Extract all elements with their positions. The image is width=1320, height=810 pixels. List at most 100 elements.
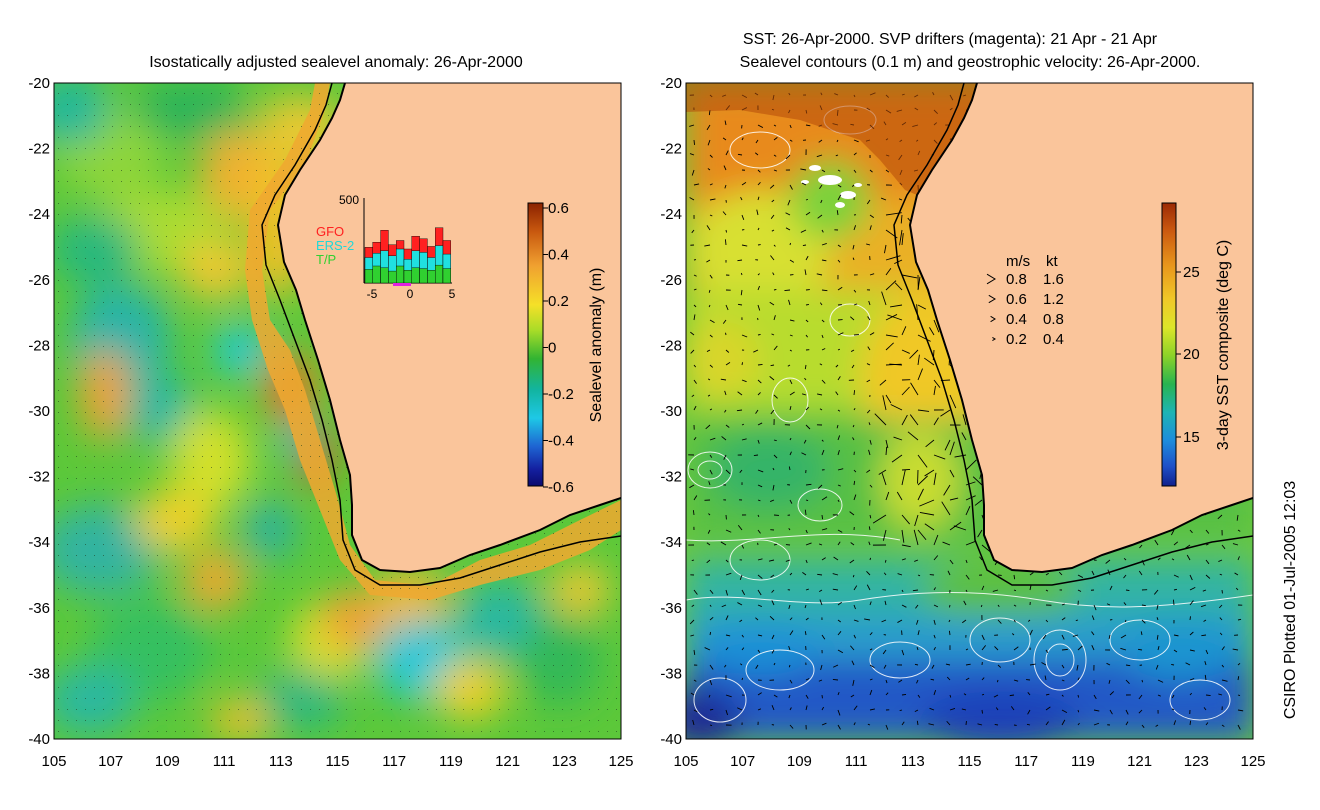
velocity-vector [1221, 679, 1228, 682]
velocity-vector [933, 555, 939, 561]
lat-tick-label: -40 [660, 731, 682, 748]
lat-tick-label: -36 [660, 600, 682, 617]
velocity-vector [933, 534, 939, 546]
velocity-vector [787, 364, 791, 367]
colorbar-tick-label: 0.4 [548, 247, 569, 264]
inset-bar-tp [372, 265, 381, 284]
velocity-vector [1234, 572, 1239, 576]
velocity-vector [832, 678, 839, 681]
velocity-vector [917, 454, 928, 468]
velocity-vector [869, 664, 875, 668]
velocity-vector [705, 424, 711, 430]
velocity-vector [805, 529, 808, 534]
velocity-vector [805, 617, 809, 621]
velocity-vector [1155, 664, 1159, 670]
velocity-vector [1217, 514, 1223, 520]
velocity-vector [916, 720, 919, 726]
lon-tick-label: 123 [1184, 753, 1209, 770]
velocity-vector [709, 724, 713, 726]
velocity-vector [897, 619, 903, 623]
velocity-vector [693, 139, 695, 145]
left-map-panel [54, 83, 621, 739]
velocity-vector [757, 196, 760, 201]
velocity-vector [835, 391, 839, 396]
velocity-vector [887, 314, 903, 321]
velocity-vector [885, 255, 901, 261]
velocity-vector [773, 662, 776, 666]
velocity-vector [706, 559, 711, 564]
velocity-vector [912, 589, 919, 592]
velocity-vector [933, 319, 940, 333]
velocity-vector [917, 409, 930, 412]
velocity-vector [928, 723, 935, 726]
velocity-vector [917, 368, 923, 381]
lon-tick-label: 111 [845, 753, 868, 770]
velocity-vector [1218, 604, 1223, 609]
velocity-vector [737, 153, 743, 156]
velocity-vector [1045, 619, 1049, 623]
velocity-vector [1200, 604, 1207, 608]
velocity-vector [737, 525, 743, 531]
velocity-vector [709, 631, 712, 636]
velocity-vector [1013, 646, 1019, 651]
velocity-vector [917, 488, 924, 501]
velocity-vector [1125, 721, 1129, 726]
velocity-vector [949, 469, 955, 478]
velocity-vector [773, 439, 777, 442]
velocity-vector [852, 679, 855, 686]
velocity-vector [805, 334, 808, 338]
velocity-vector [1109, 709, 1113, 715]
velocity-vector [901, 514, 911, 525]
velocity-vector [693, 314, 696, 321]
velocity-legend: m/s kt 0.8 1.6 0.6 1.2 0.4 0.8 0.2 0.4 [986, 253, 1064, 348]
velocity-vector [869, 648, 873, 651]
velocity-vector [707, 529, 711, 534]
velocity-vector [901, 589, 904, 593]
colorbar-tick-label: 25 [1183, 264, 1200, 281]
velocity-vector [704, 647, 711, 651]
velocity-vector [755, 664, 759, 669]
velocity-vector [789, 499, 793, 504]
velocity-vector [722, 211, 727, 216]
left-map-isobath [261, 83, 621, 586]
velocity-vector [1045, 572, 1049, 576]
velocity-vector [948, 619, 951, 623]
velocity-vector [852, 424, 855, 428]
velocity-vector [941, 501, 951, 516]
velocity-vector [837, 541, 841, 546]
velocity-vector [1093, 694, 1097, 700]
velocity-vector [690, 468, 695, 471]
velocity-vector [819, 363, 823, 366]
lon-tick-label: 119 [1071, 753, 1095, 770]
velocity-vector [757, 439, 760, 444]
velocity-vector [891, 454, 903, 463]
velocity-vector [1205, 529, 1210, 534]
velocity-vector [821, 449, 825, 456]
velocity-vector [1077, 589, 1082, 592]
velocity-vector [869, 632, 873, 636]
velocity-legend-header-ms: m/s [1006, 253, 1030, 270]
velocity-vector [916, 679, 919, 684]
lon-tick-label: 119 [439, 753, 463, 770]
velocity-vector [724, 664, 727, 668]
velocity-vector [723, 165, 727, 171]
velocity-vector [741, 244, 748, 247]
velocity-vector [837, 692, 840, 696]
left-colorbar-ticks: 0.6 0.4 0.2 0 -0.2 -0.4 -0.6 [543, 200, 574, 496]
velocity-vector [832, 588, 839, 591]
velocity-vector [788, 645, 791, 651]
velocity-vector [1123, 602, 1127, 606]
velocity-vector [757, 499, 761, 502]
velocity-vector [805, 124, 811, 127]
velocity-vector [884, 244, 887, 254]
velocity-vector [1171, 694, 1175, 699]
velocity-vector [821, 496, 828, 501]
velocity-vector [853, 604, 856, 610]
velocity-vector [837, 244, 841, 248]
velocity-vector [709, 334, 713, 338]
lon-tick-label: 121 [495, 753, 520, 770]
velocity-vector [1013, 604, 1017, 607]
velocity-vector [1125, 709, 1129, 715]
velocity-vector [693, 495, 698, 501]
velocity-vector [868, 449, 871, 456]
